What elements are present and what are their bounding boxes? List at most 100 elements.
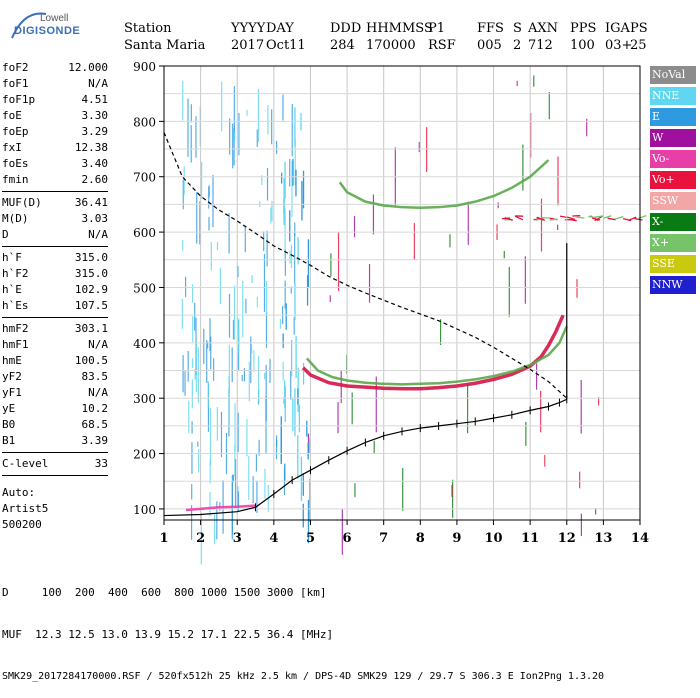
noise-band bbox=[603, 216, 611, 219]
noise-band bbox=[608, 218, 616, 219]
param-separator bbox=[2, 191, 108, 192]
auto-program: Artist5 bbox=[2, 501, 48, 517]
param-separator bbox=[2, 452, 108, 453]
y-tick-label: 200 bbox=[133, 448, 156, 462]
param-row: yF1 N/A bbox=[2, 385, 108, 401]
legend-item: NNE bbox=[650, 87, 696, 105]
param-row: foF1p 4.51 bbox=[2, 92, 108, 108]
param-label: h`F bbox=[2, 250, 22, 266]
legend-item: NoVal bbox=[650, 66, 696, 84]
header-row2-cell: 100 bbox=[570, 38, 595, 53]
noise-band bbox=[615, 217, 623, 219]
param-value: 2.60 bbox=[82, 172, 109, 188]
param-value: 4.51 bbox=[82, 92, 109, 108]
param-value: 36.41 bbox=[75, 195, 108, 211]
param-value: 3.03 bbox=[82, 211, 109, 227]
y-tick-label: 600 bbox=[133, 226, 156, 240]
header-row2-cell: 712 bbox=[528, 38, 553, 53]
logo-brand-text: Lowell bbox=[40, 13, 68, 24]
param-separator bbox=[2, 475, 108, 476]
param-value: N/A bbox=[88, 385, 108, 401]
x-tick-label: 1 bbox=[159, 531, 168, 546]
header-row1-cell: AXN bbox=[528, 21, 558, 36]
param-label: yF1 bbox=[2, 385, 22, 401]
x-tick-label: 2 bbox=[196, 531, 205, 546]
y-tick-label: 800 bbox=[133, 115, 156, 129]
param-value: 303.1 bbox=[75, 321, 108, 337]
electron-density-profile bbox=[164, 399, 567, 515]
header-row2-cell: Santa Maria bbox=[124, 38, 205, 53]
header-row2-cell: 2017 bbox=[231, 38, 264, 53]
digisonde-logo: Lowell DIGISONDE bbox=[6, 8, 66, 48]
param-label: B1 bbox=[2, 433, 15, 449]
param-row: MUF(D)36.41 bbox=[2, 195, 108, 211]
param-value: 3.29 bbox=[82, 124, 109, 140]
param-label: foF1p bbox=[2, 92, 35, 108]
y-tick-label: 400 bbox=[133, 337, 156, 351]
x-tick-label: 8 bbox=[416, 531, 425, 546]
header-row2-cell: 25 bbox=[630, 38, 647, 53]
param-row: h`Es 107.5 bbox=[2, 298, 108, 314]
x-tick-label: 14 bbox=[631, 531, 649, 546]
autoscaling-info: Auto: Artist5 500200 bbox=[2, 485, 48, 533]
param-separator bbox=[2, 317, 108, 318]
y-tick-label: 700 bbox=[133, 171, 156, 185]
param-value: 10.2 bbox=[82, 401, 109, 417]
param-value: 33 bbox=[95, 456, 108, 472]
param-value: 3.40 bbox=[82, 156, 109, 172]
param-separator bbox=[2, 246, 108, 247]
header-row2-cell: 170000 bbox=[366, 38, 416, 53]
param-value: 107.5 bbox=[75, 298, 108, 314]
x-tick-label: 3 bbox=[233, 531, 242, 546]
param-value: 100.5 bbox=[75, 353, 108, 369]
header-row2-cell: 284 bbox=[330, 38, 355, 53]
param-value: 12.000 bbox=[68, 60, 108, 76]
legend-item: W bbox=[650, 129, 696, 147]
legend-item: Vo+ bbox=[650, 171, 696, 189]
muf-curve bbox=[164, 132, 567, 398]
header-row1-cell: PS bbox=[630, 21, 648, 36]
legend-item: NNW bbox=[650, 276, 696, 294]
header-row1-cell: FFS bbox=[477, 21, 504, 36]
param-value: 12.38 bbox=[75, 140, 108, 156]
auto-version: 500200 bbox=[2, 517, 48, 533]
x-tick-label: 9 bbox=[452, 531, 461, 546]
param-row: B1 3.39 bbox=[2, 433, 108, 449]
param-row: M(D)3.03 bbox=[2, 211, 108, 227]
header-row1-cell: P1 bbox=[428, 21, 445, 36]
param-label: foEp bbox=[2, 124, 29, 140]
legend-item: SSW bbox=[650, 192, 696, 210]
param-value: 68.5 bbox=[82, 417, 109, 433]
x-tick-label: 10 bbox=[484, 531, 502, 546]
param-label: foE bbox=[2, 108, 22, 124]
param-row: foEs 3.40 bbox=[2, 156, 108, 172]
x-tick-label: 4 bbox=[269, 531, 278, 546]
header-row2-cell: 2 bbox=[513, 38, 521, 53]
param-label: h`Es bbox=[2, 298, 29, 314]
param-value: 3.39 bbox=[82, 433, 109, 449]
y-tick-label: 500 bbox=[133, 281, 156, 295]
auto-label: Auto: bbox=[2, 485, 48, 501]
x-tick-label: 13 bbox=[594, 531, 612, 546]
noise-band bbox=[576, 217, 584, 218]
param-label: foEs bbox=[2, 156, 29, 172]
param-value: 315.0 bbox=[75, 266, 108, 282]
param-label: foF1 bbox=[2, 76, 29, 92]
legend-item: E bbox=[650, 108, 696, 126]
param-value: 83.5 bbox=[82, 369, 109, 385]
header-row2-cell: 005 bbox=[477, 38, 502, 53]
header-row1-cell: IGA bbox=[605, 21, 630, 36]
legend-item: X+ bbox=[650, 234, 696, 252]
echo-trace-f-x bbox=[307, 326, 567, 384]
